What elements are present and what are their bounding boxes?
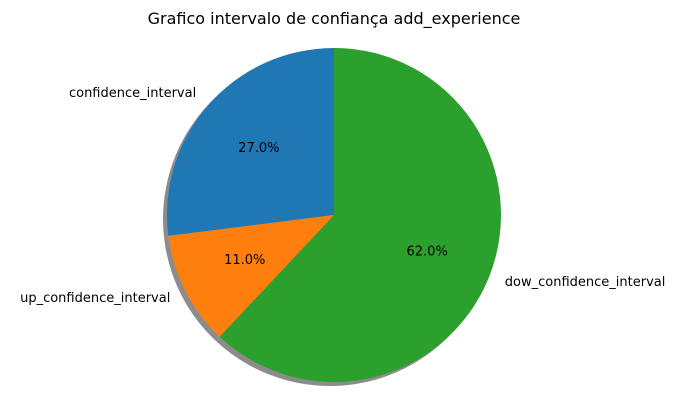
pie-label-dow-confidence-interval: dow_confidence_interval [505,275,666,290]
pie-pct-label-confidence-interval: 27.0% [238,141,279,156]
pie-slice-dow-confidence-interval [219,48,501,382]
pie-labels: 27.0% confidence_interval 11.0% up_confiden… [20,86,665,306]
pie-slices [167,48,501,382]
pie-pct-label-dow-confidence-interval: 62.0% [407,244,448,259]
pie-slice-up-confidence-interval [168,215,334,337]
pie-label-confidence-interval: confidence_interval [69,86,196,101]
pie-slice-confidence-interval [167,48,334,236]
pie-label-up-confidence-interval: up_confidence_interval [20,291,170,306]
pie-pct-label-up-confidence-interval: 11.0% [224,253,265,268]
chart-title: Grafico intervalo de confiança add_exper… [148,9,521,29]
